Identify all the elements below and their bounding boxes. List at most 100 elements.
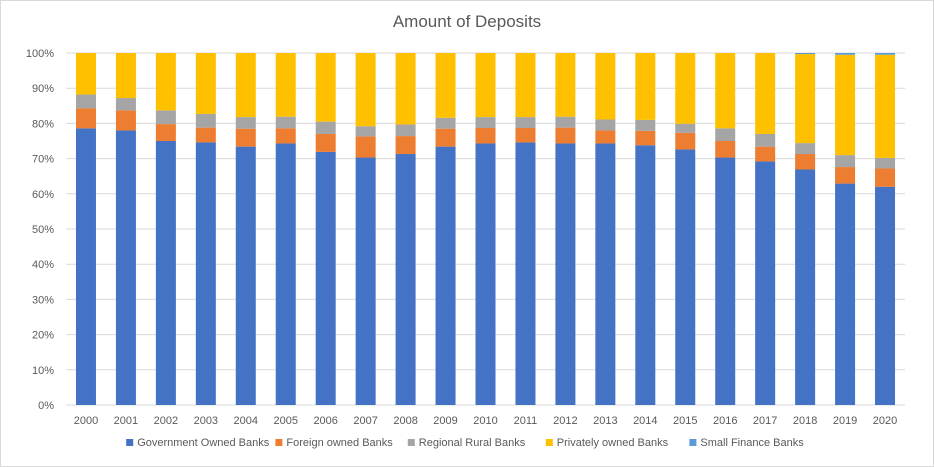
bar-segment — [795, 143, 816, 155]
bar-segment — [635, 119, 656, 131]
bar-segment — [835, 167, 856, 184]
bar-segment — [475, 143, 496, 406]
legend-swatch — [407, 439, 415, 446]
bar-segment — [395, 136, 416, 155]
bar-segment — [875, 168, 896, 187]
y-tick-label: 50% — [32, 224, 54, 236]
x-tick-label: 2004 — [234, 415, 258, 427]
x-tick-label: 2006 — [313, 415, 337, 427]
bar-segment — [755, 53, 776, 134]
x-tick-label: 2020 — [873, 415, 897, 427]
bar-segment — [635, 145, 656, 405]
legend-label: Regional Rural Banks — [419, 437, 526, 449]
legend-swatch — [275, 439, 283, 446]
legend-label: Small Finance Banks — [700, 437, 804, 449]
bar-segment — [155, 124, 176, 141]
bar-segment — [835, 53, 856, 55]
bar-segment — [475, 53, 496, 118]
x-tick-label: 2012 — [553, 415, 577, 427]
x-tick-label: 2007 — [353, 415, 377, 427]
bar-segment — [195, 53, 216, 114]
bar-segment — [195, 113, 216, 128]
bar-segment — [835, 54, 856, 156]
bar-segment — [75, 53, 96, 95]
bar-segment — [595, 53, 616, 120]
bar-segment — [155, 110, 176, 125]
bar-segment — [155, 141, 176, 405]
bar-segment — [595, 130, 616, 144]
bar-segment — [715, 157, 736, 405]
y-tick-label: 70% — [32, 154, 54, 166]
x-tick-label: 2014 — [633, 415, 657, 427]
bar-segment — [115, 98, 136, 111]
bar-segment — [395, 53, 416, 125]
bar-segment — [115, 110, 136, 131]
bar-segment — [595, 119, 616, 131]
bar-segment — [395, 154, 416, 405]
bar-segment — [275, 128, 296, 144]
x-tick-label: 2013 — [593, 415, 617, 427]
x-tick-label: 2008 — [393, 415, 417, 427]
x-tick-label: 2019 — [833, 415, 857, 427]
bar-segment — [435, 146, 456, 405]
bar-segment — [515, 142, 536, 405]
bar-segment — [755, 133, 776, 147]
bar-segment — [675, 149, 696, 405]
bar-segment — [755, 146, 776, 162]
bar-segment — [275, 116, 296, 129]
bar-segment — [435, 53, 456, 118]
bar-segment — [515, 117, 536, 128]
bar-segment — [75, 108, 96, 129]
bar-segment — [715, 53, 736, 129]
legend-swatch — [689, 439, 697, 446]
bar-segment — [355, 157, 376, 405]
bar-segment — [875, 54, 896, 158]
y-tick-label: 90% — [32, 83, 54, 95]
x-tick-label: 2017 — [753, 415, 777, 427]
bar-segment — [555, 116, 576, 128]
bar-segment — [355, 136, 376, 158]
legend-label: Government Owned Banks — [137, 437, 270, 449]
bar-segment — [555, 127, 576, 144]
bar-segment — [315, 121, 336, 134]
bar-segment — [875, 186, 896, 405]
bar-segment — [675, 132, 696, 150]
bar-segment — [395, 124, 416, 137]
x-tick-label: 2010 — [473, 415, 497, 427]
x-tick-label: 2000 — [74, 415, 98, 427]
bar-segment — [475, 117, 496, 128]
y-tick-label: 100% — [26, 48, 54, 60]
bar-segment — [195, 142, 216, 405]
x-tick-label: 2001 — [114, 415, 138, 427]
bar-segment — [235, 128, 256, 147]
x-tick-label: 2011 — [514, 415, 538, 427]
bar-segment — [795, 154, 816, 170]
bar-segment — [195, 127, 216, 143]
x-tick-label: 2018 — [793, 415, 817, 427]
bar-segment — [475, 127, 496, 144]
bar-segment — [435, 128, 456, 147]
bar-segment — [675, 123, 696, 133]
bars — [75, 53, 896, 406]
x-tick-label: 2002 — [154, 415, 178, 427]
bar-segment — [795, 54, 816, 144]
bar-segment — [115, 130, 136, 405]
bar-segment — [275, 143, 296, 406]
bar-segment — [715, 128, 736, 141]
legend-label: Privately owned Banks — [557, 437, 669, 449]
bar-segment — [875, 53, 896, 55]
legend-swatch — [545, 439, 553, 446]
bar-segment — [555, 143, 576, 406]
x-tick-label: 2005 — [273, 415, 297, 427]
bar-segment — [355, 126, 376, 137]
y-tick-label: 60% — [32, 189, 54, 201]
legend: Government Owned Banks Foreign owned Bank… — [126, 437, 804, 449]
bar-segment — [115, 53, 136, 99]
bar-segment — [875, 157, 896, 169]
x-axis-tick-labels: 2000 2001 2002 2003 2004 2005 2006 2007 2008 2009… — [74, 415, 898, 427]
bar-segment — [595, 143, 616, 406]
bar-segment — [795, 53, 816, 55]
y-tick-label: 20% — [32, 330, 54, 342]
